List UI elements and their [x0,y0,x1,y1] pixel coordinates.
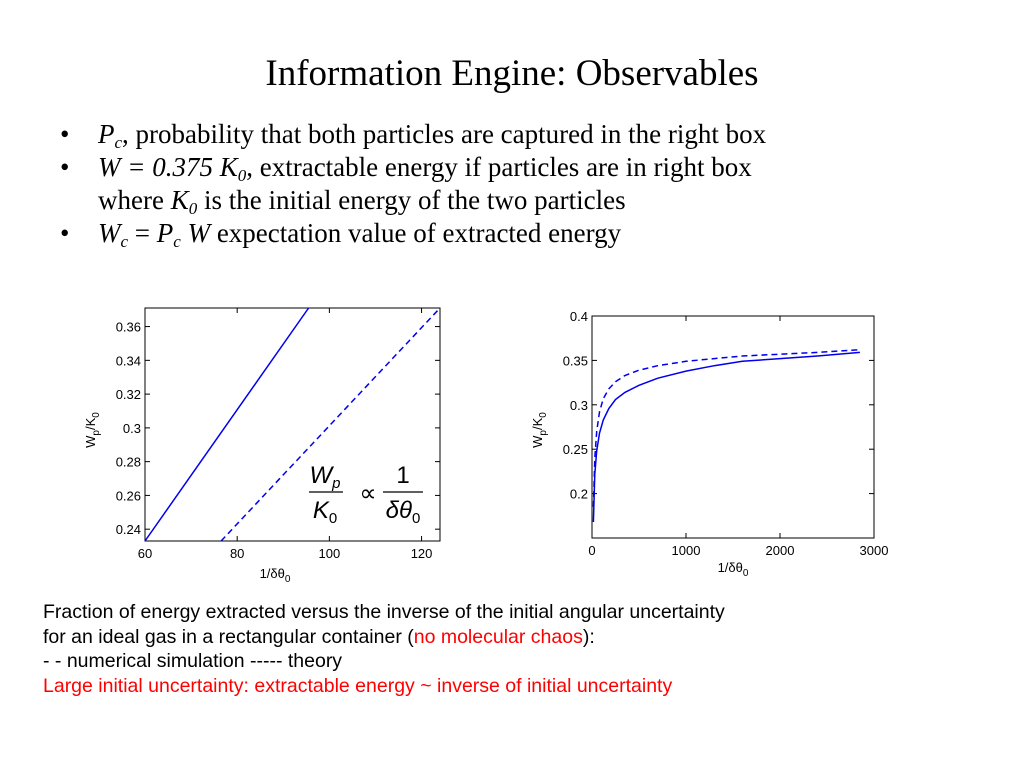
figure-caption: Fraction of energy extracted versus the … [43,600,1003,698]
caption-line-3: - - numerical simulation ----- theory [43,650,343,672]
pc-text: , probability that both particles are ca… [122,119,767,149]
x-tick-label: 3000 [860,543,889,558]
x-axis-label: 1/δθ0 [718,560,749,579]
y-axis-label: Wp/K0 [83,412,102,448]
caption-highlight: no molecular chaos [413,625,583,648]
series-line-solid [592,351,860,523]
plot-frame [144,307,441,542]
svg-text:δθ0: δθ0 [386,497,421,527]
x-tick-label: 80 [230,546,244,561]
y-tick-label: 0.25 [563,442,588,457]
series-group [592,348,860,523]
x-tick-label: 120 [411,546,433,561]
plot-frame [591,315,875,539]
y-tick-label: 0.36 [116,320,141,335]
series-line-solid [144,307,310,542]
y-tick-label: 0.28 [116,455,141,470]
svg-text:∝: ∝ [359,480,376,507]
x-tick-label: 100 [319,546,341,561]
x-tick-label: 0 [588,543,595,558]
pc-symbol: Pc [98,119,123,152]
y-tick-label: 0.2 [570,487,588,502]
caption-line-1: Fraction of energy extracted versus the … [43,601,725,623]
chart-left: 0.24 0.26 0.28 0.3 0.32 0.34 0.36 60 80 100 120 1… [83,307,441,585]
y-tick-label: 0.4 [570,309,588,324]
wc-formula: Wc [98,218,129,251]
svg-text:Wp: Wp [310,462,341,492]
bullet-wc: • Wc = Pc W expectation value of extract… [60,218,622,251]
y-tick-label: 0.35 [563,353,588,368]
x-axis-label: 1/δθ0 [260,566,291,585]
w-text-line2: where K0 is the initial energy of the tw… [98,185,626,218]
bullet-dot: • [60,218,70,248]
series-group [144,307,441,542]
wc-text: expectation value of extracted energy [210,218,622,248]
bullet-dot: • [60,152,70,182]
x-tick-label: 1000 [672,543,701,558]
chart-right: 0.2 0.25 0.3 0.35 0.4 0 1000 2000 3000 1/δθ0 Wp… [530,309,888,579]
y-axis-label: Wp/K0 [530,412,549,448]
x-tick-labels: 60 80 100 120 [138,308,433,561]
y-tick-label: 0.3 [570,398,588,413]
bullet-dot: • [60,119,70,149]
y-tick-labels: 0.24 0.26 0.28 0.3 0.32 0.34 0.36 [116,320,440,537]
x-tick-label: 2000 [766,543,795,558]
caption-line-4: Large initial uncertainty: extractable e… [43,674,673,697]
slide-title: Information Engine: Observables [265,53,759,94]
y-tick-label: 0.24 [116,522,141,537]
y-tick-label: 0.34 [116,353,141,368]
y-tick-label: 0.3 [123,421,141,436]
y-tick-labels: 0.2 0.25 0.3 0.35 0.4 [563,309,874,502]
proportionality-formula: Wp K0 ∝ 1 δθ0 [309,462,423,527]
y-tick-label: 0.26 [116,488,141,503]
svg-text:K0: K0 [313,497,337,527]
w-text: , extractable energy if particles are in… [246,152,752,182]
svg-text:1: 1 [396,462,409,489]
caption-line-2: for an ideal gas in a rectangular contai… [43,625,595,648]
series-line-dashed [220,307,441,542]
bullet-list: • Pc, probability that both particles ar… [60,118,1000,250]
w-formula: W = 0.375 K0 [98,152,247,185]
bullet-pc: • Pc, probability that both particles ar… [60,118,1000,151]
x-tick-labels: 0 1000 2000 3000 [588,316,888,558]
bullet-w: • W = 0.375 K0, extractable energy if pa… [60,151,1000,217]
x-tick-label: 60 [138,546,152,561]
series-line-dashed [592,348,860,507]
y-tick-label: 0.32 [116,387,141,402]
